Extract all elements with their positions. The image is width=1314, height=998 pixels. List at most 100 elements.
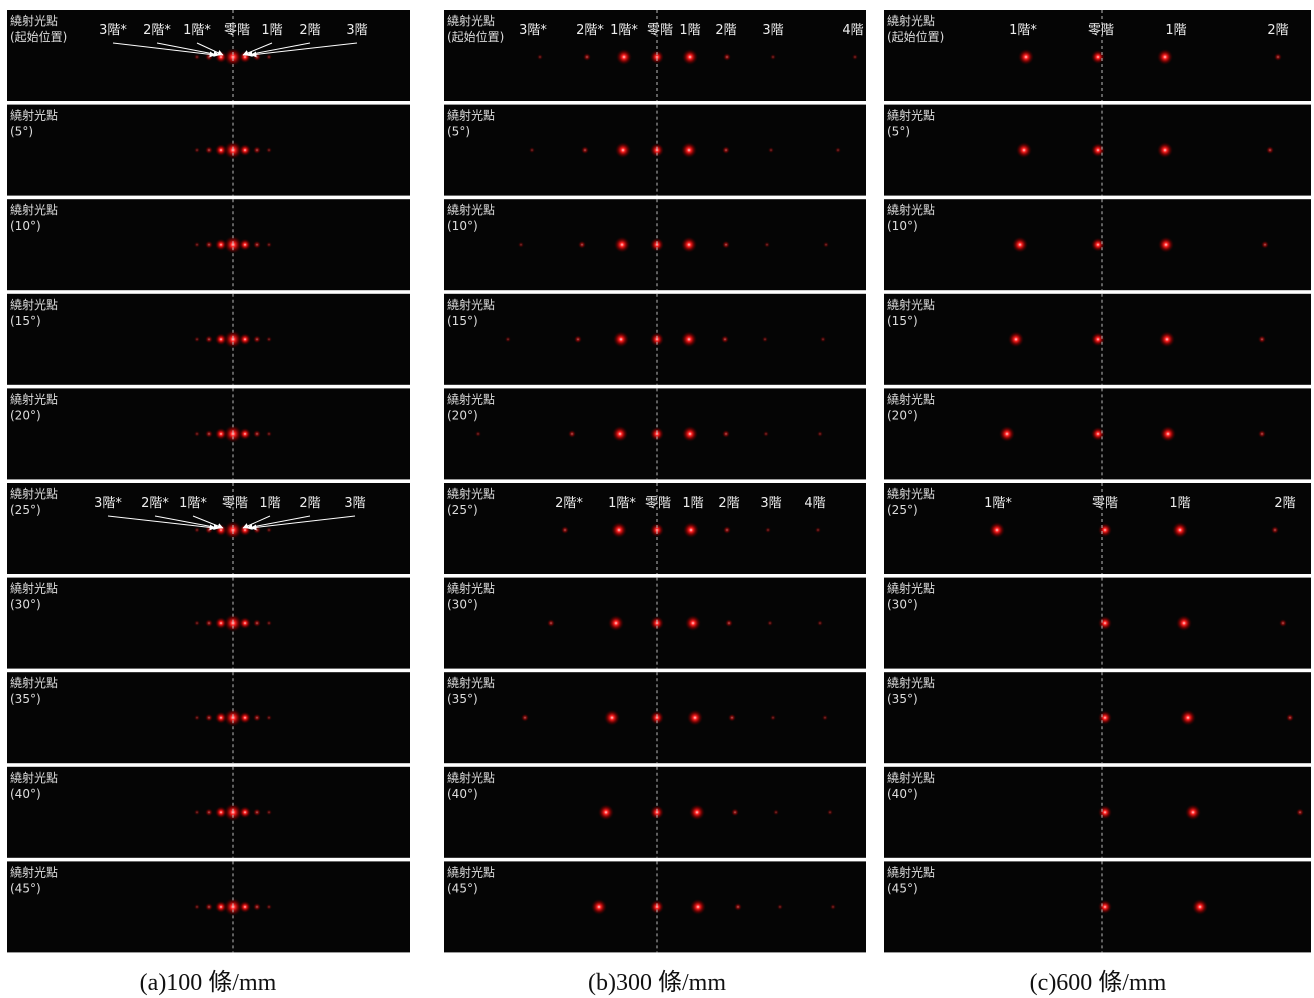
diffraction-spot — [608, 615, 624, 631]
diffraction-spot — [1158, 237, 1174, 253]
diffraction-spot — [239, 144, 251, 156]
diffraction-spot — [194, 242, 200, 248]
diffraction-spot — [764, 242, 770, 248]
diffraction-spot — [205, 903, 213, 911]
row-angle: (30°) — [887, 598, 918, 612]
diffraction-spot — [239, 333, 251, 345]
row-angle: (45°) — [10, 881, 41, 895]
row-label: 繞射光點 — [887, 202, 935, 217]
diffraction-spot — [239, 524, 251, 536]
diffraction-spot — [253, 146, 261, 154]
order-label: 2階* — [576, 23, 604, 38]
diffraction-spot — [1091, 143, 1105, 157]
diffraction-spot — [762, 336, 768, 342]
order-label: 1階 — [679, 23, 700, 38]
order-label: 零階 — [647, 23, 673, 38]
diffraction-spot — [681, 331, 697, 347]
row-label: 繞射光點 — [447, 675, 495, 690]
diffraction-spot — [239, 239, 251, 251]
order-label: 2階* — [555, 496, 583, 511]
diffraction-spot — [614, 237, 630, 253]
diffraction-spot — [194, 431, 200, 437]
diffraction-spot — [266, 147, 272, 153]
diffraction-spot — [765, 527, 771, 533]
diffraction-spot — [722, 430, 730, 438]
diffraction-spot — [1180, 710, 1196, 726]
diffraction-spot — [1091, 238, 1105, 252]
diffraction-spot — [815, 527, 821, 533]
diffraction-spot — [770, 715, 776, 721]
diffraction-spot — [722, 241, 730, 249]
caption: (c)600 條/mm — [1030, 969, 1167, 996]
order-label: 2階 — [718, 496, 739, 511]
diffraction-spot — [1008, 331, 1024, 347]
diffraction-spot — [194, 904, 200, 910]
diffraction-spot — [521, 714, 529, 722]
diffraction-spot — [1185, 804, 1201, 820]
row-label: 繞射光點 — [10, 297, 58, 312]
order-label: 2階 — [1267, 23, 1288, 38]
row-label: 繞射光點 — [447, 297, 495, 312]
diffraction-spot — [266, 620, 272, 626]
diffraction-spot — [1012, 237, 1028, 253]
diffraction-spot — [253, 714, 261, 722]
photo — [884, 767, 1311, 858]
order-label: 3階 — [346, 23, 367, 38]
row-angle: (5°) — [447, 125, 470, 139]
order-label: 零階 — [645, 496, 671, 511]
panel: 繞射光點(起始位置)1階*零階1階2階繞射光點(5°)繞射光點(10°)繞射光點… — [884, 10, 1311, 996]
row-angle: (30°) — [10, 598, 41, 612]
diffraction-spot — [723, 53, 731, 61]
order-label: 2階 — [1274, 496, 1295, 511]
diffraction-spot — [266, 809, 272, 815]
row-angle: (35°) — [447, 692, 478, 706]
row-label: 繞射光點 — [10, 13, 58, 28]
diffraction-spot — [194, 527, 200, 533]
order-label: 1階* — [608, 496, 636, 511]
diffraction-spot — [239, 901, 251, 913]
diffraction-spot — [266, 54, 272, 60]
order-label: 2階 — [299, 23, 320, 38]
diffraction-spot — [1176, 615, 1192, 631]
diffraction-spot — [253, 903, 261, 911]
row-label: 繞射光點 — [10, 486, 58, 501]
diffraction-spot — [823, 242, 829, 248]
diffraction-spot — [547, 619, 555, 627]
diffraction-spot — [239, 806, 251, 818]
row-label: 繞射光點 — [10, 108, 58, 123]
order-label: 3階 — [344, 496, 365, 511]
row-label: 繞射光點 — [447, 770, 495, 785]
diffraction-spot — [561, 526, 569, 534]
order-label: 零階 — [222, 496, 248, 511]
diffraction-spot — [529, 147, 535, 153]
row-angle: (45°) — [447, 881, 478, 895]
diffraction-spot — [613, 331, 629, 347]
row-label: 繞射光點 — [887, 864, 935, 879]
row-angle: (10°) — [887, 219, 918, 233]
diffraction-spot — [205, 146, 213, 154]
row-label: 繞射光點 — [887, 486, 935, 501]
diffraction-spot — [205, 619, 213, 627]
diffraction-spot — [253, 430, 261, 438]
order-label: 2階 — [299, 496, 320, 511]
row-angle: (35°) — [10, 692, 41, 706]
diffraction-spot — [734, 903, 742, 911]
order-label: 4階 — [804, 496, 825, 511]
order-label: 1階* — [179, 496, 207, 511]
diffraction-spot — [723, 526, 731, 534]
row-angle: (40°) — [10, 787, 41, 801]
order-label: 1階 — [259, 496, 280, 511]
order-label: 3階 — [762, 23, 783, 38]
diffraction-spot — [581, 146, 589, 154]
order-label: 3階* — [519, 23, 547, 38]
caption: (a)100 條/mm — [140, 969, 277, 996]
photo — [884, 672, 1311, 763]
diffraction-spot — [687, 710, 703, 726]
row-label: 繞射光點 — [887, 770, 935, 785]
panel: 繞射光點(起始位置)3階*2階*1階*零階1階2階3階4階繞射光點(5°)繞射光… — [444, 10, 866, 996]
order-label: 1階* — [183, 23, 211, 38]
diffraction-spot — [612, 426, 628, 442]
diffraction-spot — [681, 142, 697, 158]
diffraction-spot — [239, 428, 251, 440]
order-label: 1階 — [1165, 23, 1186, 38]
